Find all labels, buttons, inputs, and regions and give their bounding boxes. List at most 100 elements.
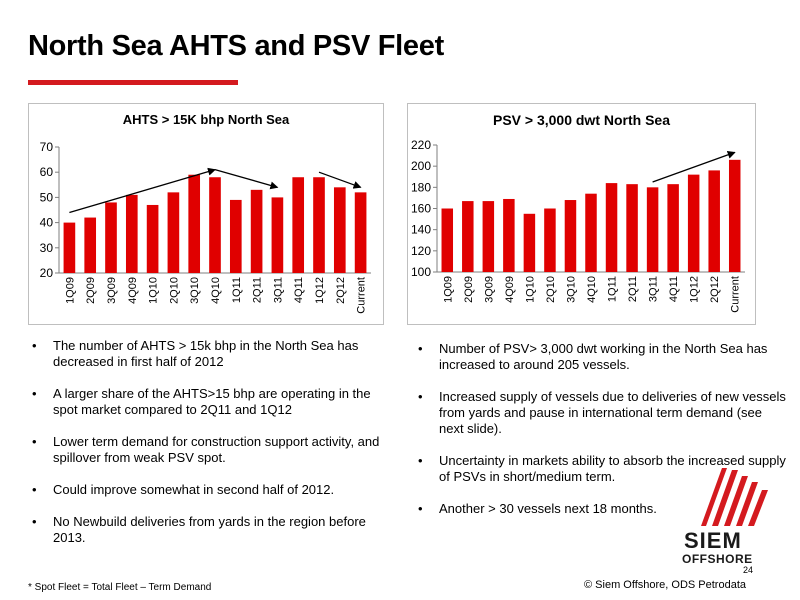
bar xyxy=(482,201,495,272)
bar xyxy=(209,177,221,273)
x-tick-label: 1Q09 xyxy=(442,276,454,303)
x-tick-label: 4Q11 xyxy=(668,276,680,302)
x-tick-label: 1Q09 xyxy=(64,277,76,304)
psv-chart-title: PSV > 3,000 dwt North Sea xyxy=(492,112,670,128)
logo-word-siem: SIEM xyxy=(684,528,742,553)
bar xyxy=(605,183,618,272)
ahts-chart-panel: AHTS > 15K bhp North Sea 20 30 40 50 60 70 1Q0… xyxy=(28,103,384,325)
bullet-item: Could improve somewhat in second half of… xyxy=(28,482,388,498)
bar xyxy=(441,208,454,272)
bar xyxy=(354,192,367,273)
y-tick-label: 220 xyxy=(411,138,431,152)
psv-bullet-list: Number of PSV> 3,000 dwt working in the … xyxy=(414,341,786,533)
bullet-item: Uncertainty in markets ability to absorb… xyxy=(414,453,786,485)
x-tick-label: 2Q12 xyxy=(709,276,721,303)
bar xyxy=(564,200,577,272)
x-tick-label: 4Q11 xyxy=(293,277,305,303)
trend-arrow xyxy=(318,171,362,189)
x-tick-label: 2Q11 xyxy=(252,277,264,303)
bar xyxy=(462,201,474,272)
bar xyxy=(667,184,679,272)
trend-arrow xyxy=(652,151,736,183)
bar xyxy=(687,174,700,272)
y-tick-label: 180 xyxy=(411,180,431,194)
x-tick-label: 1Q12 xyxy=(314,277,326,304)
x-tick-label: 3Q11 xyxy=(272,277,284,303)
x-tick-label: Current xyxy=(356,277,368,314)
x-tick-label: 2Q09 xyxy=(85,277,97,304)
ahts-bar-chart: 20 30 40 50 60 70 1Q09 2Q09 3Q09 4Q09 1Q10 2Q10 3Q10… xyxy=(40,140,371,314)
x-tick-label: 3Q09 xyxy=(106,277,118,304)
bar xyxy=(125,194,138,273)
bar xyxy=(708,170,720,272)
trend-arrow xyxy=(214,169,279,190)
y-tick-label: 100 xyxy=(411,265,431,279)
bullet-item: A larger share of the AHTS>15 bhp are op… xyxy=(28,386,388,418)
footnote: * Spot Fleet = Total Fleet – Term Demand xyxy=(28,582,212,593)
bar xyxy=(229,199,242,273)
y-tick-label: 50 xyxy=(40,190,54,204)
x-tick-label: 2Q12 xyxy=(335,277,347,304)
x-tick-label: 3Q10 xyxy=(565,276,577,303)
x-tick-label: 2Q09 xyxy=(463,276,475,303)
bar xyxy=(585,193,597,272)
ahts-bullet-list: The number of AHTS > 15k bhp in the Nort… xyxy=(28,338,388,562)
psv-bar-chart: 100 120 140 160 180 200 220 1Q09 2Q09 3Q09 4Q09 1Q1… xyxy=(411,138,745,313)
bar xyxy=(271,197,284,273)
y-tick-label: 160 xyxy=(411,202,431,216)
bar xyxy=(544,208,556,272)
title-accent-rule xyxy=(28,80,238,85)
x-tick-label: 4Q09 xyxy=(504,276,516,303)
trend-arrow xyxy=(69,167,216,214)
x-tick-label: 2Q10 xyxy=(168,277,180,304)
x-tick-label: 4Q10 xyxy=(210,277,222,304)
bar xyxy=(626,184,638,272)
y-tick-label: 70 xyxy=(40,140,54,154)
y-tick-label: 40 xyxy=(40,216,54,230)
x-tick-label: 1Q10 xyxy=(148,277,160,304)
page-number: 24 xyxy=(743,565,754,575)
x-tick-label: 4Q09 xyxy=(127,277,139,304)
bullet-item: Lower term demand for construction suppo… xyxy=(28,434,388,466)
x-tick-label: 3Q10 xyxy=(189,277,201,304)
bar xyxy=(105,202,117,273)
psv-chart-panel: PSV > 3,000 dwt North Sea 100 120 140 160 18… xyxy=(407,103,756,325)
x-tick-label: 1Q11 xyxy=(231,277,243,303)
bullet-item: No Newbuild deliveries from yards in the… xyxy=(28,514,388,546)
bar xyxy=(84,217,97,273)
siem-offshore-logo: SIEM OFFSHORE xyxy=(672,468,772,578)
y-tick-label: 200 xyxy=(411,159,431,173)
bar xyxy=(646,187,659,272)
siem-sail-icon xyxy=(701,468,768,526)
logo-word-offshore: OFFSHORE xyxy=(682,552,753,566)
source-credit: © Siem Offshore, ODS Petrodata xyxy=(584,579,746,591)
y-tick-label: 20 xyxy=(40,266,54,280)
bar xyxy=(333,187,346,273)
x-tick-label: Current xyxy=(730,276,742,313)
y-tick-label: 140 xyxy=(411,223,431,237)
bar xyxy=(503,198,515,272)
bullet-item: Another > 30 vessels next 18 months. xyxy=(414,501,786,517)
bar xyxy=(313,177,325,273)
bar xyxy=(250,189,263,273)
y-tick-label: 30 xyxy=(40,241,54,255)
bar xyxy=(188,174,201,273)
slide-title: North Sea AHTS and PSV Fleet xyxy=(28,30,444,62)
bar xyxy=(728,159,741,272)
x-tick-label: 3Q11 xyxy=(648,276,660,302)
y-tick-label: 60 xyxy=(40,165,54,179)
x-tick-label: 2Q10 xyxy=(545,276,557,303)
x-tick-label: 3Q09 xyxy=(483,276,495,303)
x-tick-label: 1Q10 xyxy=(524,276,536,303)
bullet-item: Number of PSV> 3,000 dwt working in the … xyxy=(414,341,786,373)
bar xyxy=(146,204,159,273)
bar xyxy=(523,213,536,272)
bar xyxy=(167,192,180,273)
x-tick-label: 1Q12 xyxy=(689,276,701,303)
bar xyxy=(292,177,305,273)
ahts-chart-title: AHTS > 15K bhp North Sea xyxy=(122,112,290,127)
y-tick-label: 120 xyxy=(411,244,431,258)
bar xyxy=(63,222,76,273)
bullet-item: The number of AHTS > 15k bhp in the Nort… xyxy=(28,338,388,370)
x-tick-label: 1Q11 xyxy=(607,276,619,302)
